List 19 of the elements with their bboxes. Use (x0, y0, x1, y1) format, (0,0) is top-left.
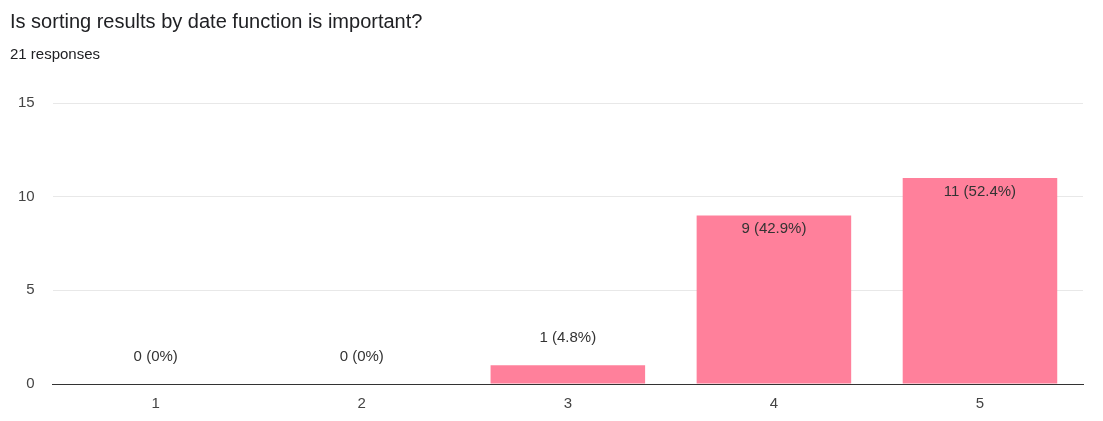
y-tick-label: 10 (18, 186, 35, 204)
y-tick-label: 15 (18, 93, 35, 111)
x-tick-label: 4 (769, 394, 779, 412)
y-tick-label: 5 (26, 280, 35, 298)
bar (696, 215, 852, 384)
bar (490, 365, 646, 384)
data-label: 11 (52.4%) (943, 181, 1017, 199)
data-label: 0 (0%) (339, 346, 384, 364)
x-tick-label: 3 (563, 394, 573, 412)
chart-subtitle: 21 responses (9, 44, 102, 62)
data-label: 9 (42.9%) (741, 219, 807, 237)
bar (902, 177, 1058, 384)
y-tick-label: 0 (26, 374, 35, 392)
data-label: 0 (0%) (133, 346, 178, 364)
x-tick-label: 1 (151, 394, 160, 412)
data-label: 1 (4.8%) (539, 327, 597, 345)
x-tick-label: 5 (975, 394, 985, 412)
x-tick-label: 2 (357, 394, 366, 412)
chart-title: Is sorting results by date function is important? (9, 9, 424, 33)
